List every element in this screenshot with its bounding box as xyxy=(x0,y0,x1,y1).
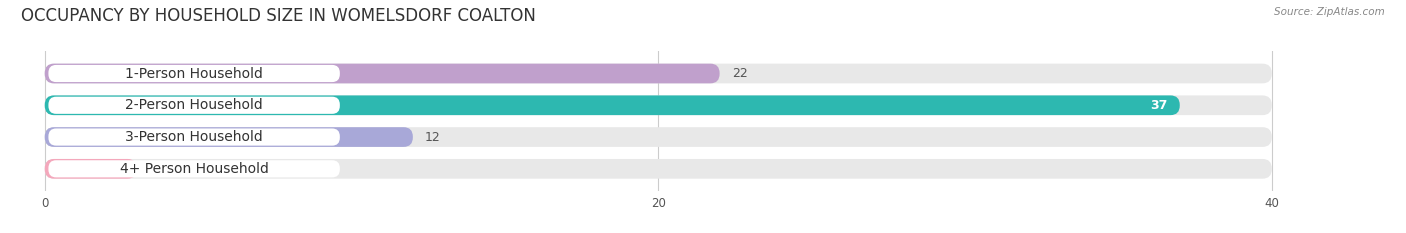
FancyBboxPatch shape xyxy=(48,128,340,146)
Text: 37: 37 xyxy=(1150,99,1167,112)
FancyBboxPatch shape xyxy=(48,97,340,114)
FancyBboxPatch shape xyxy=(48,65,340,82)
FancyBboxPatch shape xyxy=(48,160,340,177)
FancyBboxPatch shape xyxy=(45,64,720,83)
FancyBboxPatch shape xyxy=(45,159,1272,179)
Text: 3: 3 xyxy=(149,162,157,175)
FancyBboxPatch shape xyxy=(45,127,413,147)
Text: 4+ Person Household: 4+ Person Household xyxy=(120,162,269,176)
FancyBboxPatch shape xyxy=(45,127,1272,147)
Text: 2-Person Household: 2-Person Household xyxy=(125,98,263,112)
Text: 1-Person Household: 1-Person Household xyxy=(125,66,263,80)
FancyBboxPatch shape xyxy=(45,64,1272,83)
FancyBboxPatch shape xyxy=(45,96,1180,115)
FancyBboxPatch shape xyxy=(45,96,1272,115)
Text: OCCUPANCY BY HOUSEHOLD SIZE IN WOMELSDORF COALTON: OCCUPANCY BY HOUSEHOLD SIZE IN WOMELSDOR… xyxy=(21,7,536,25)
Text: 12: 12 xyxy=(425,130,441,144)
FancyBboxPatch shape xyxy=(45,159,136,179)
Text: Source: ZipAtlas.com: Source: ZipAtlas.com xyxy=(1274,7,1385,17)
Text: 3-Person Household: 3-Person Household xyxy=(125,130,263,144)
Text: 22: 22 xyxy=(733,67,748,80)
